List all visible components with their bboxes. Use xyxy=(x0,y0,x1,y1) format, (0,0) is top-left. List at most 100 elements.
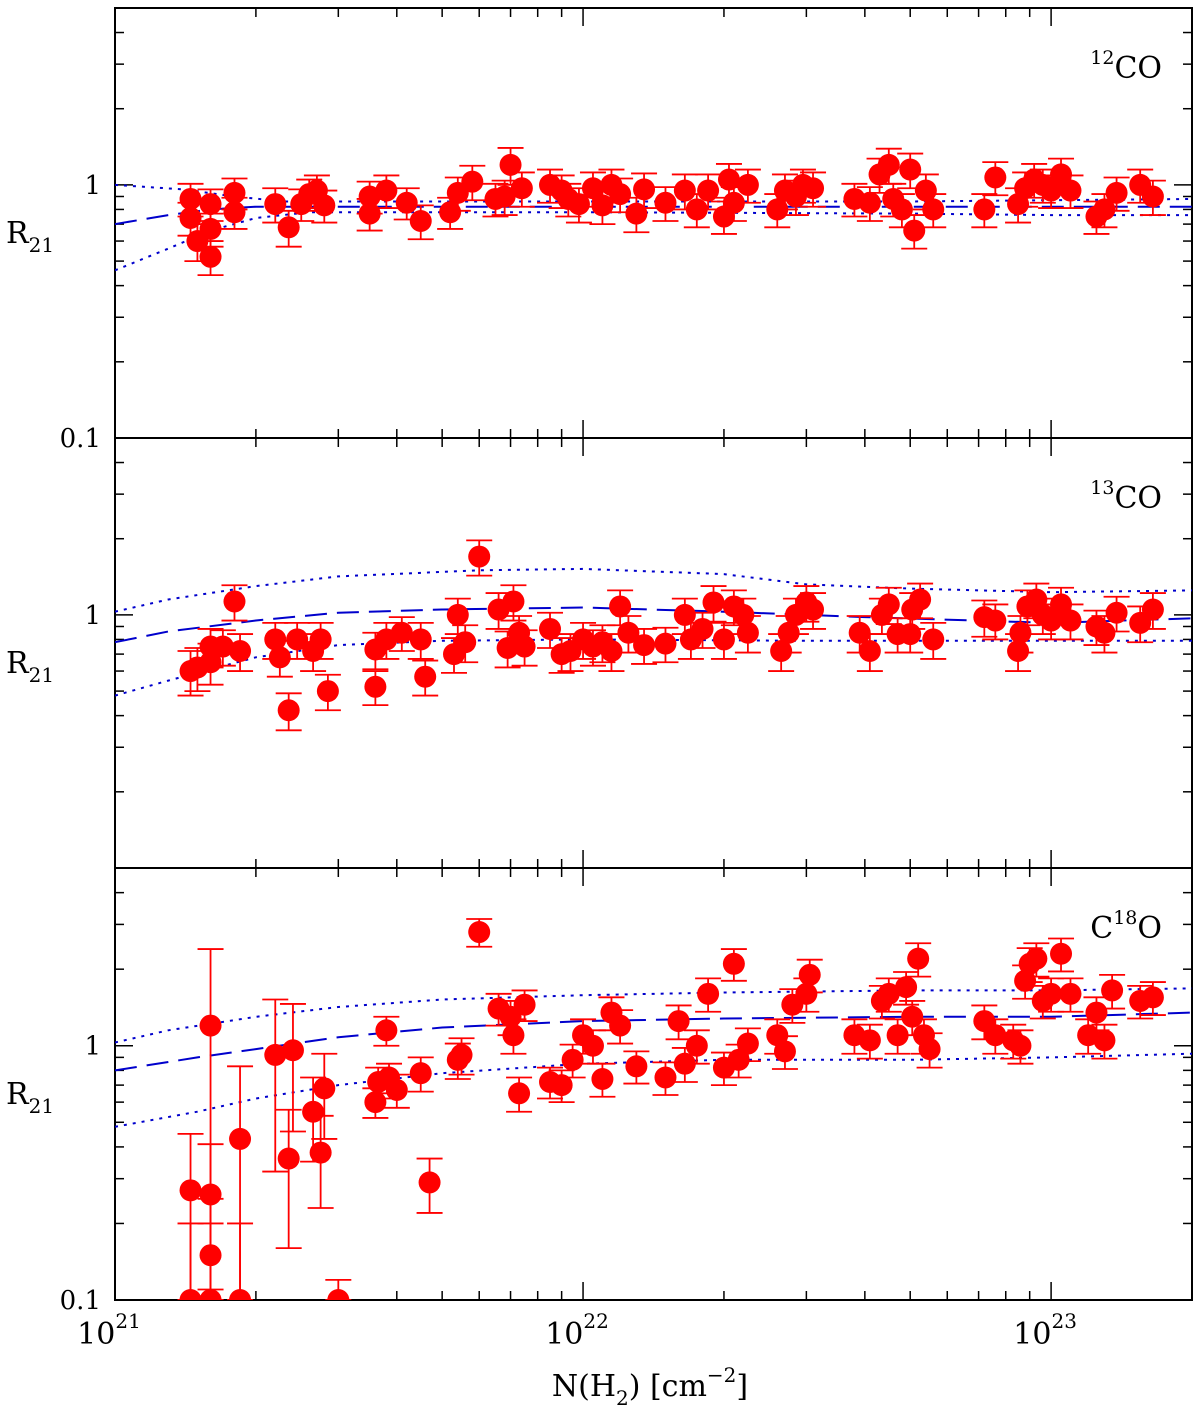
data-point-group xyxy=(884,1018,911,1055)
data-point xyxy=(229,1127,252,1150)
y-tick-label: 1 xyxy=(84,601,101,631)
x-tick-label: 1023 xyxy=(1013,1309,1077,1352)
data-point-group xyxy=(1091,1023,1118,1060)
data-point-group xyxy=(982,1018,1009,1055)
data-point-group xyxy=(982,603,1009,641)
data-point xyxy=(502,1024,525,1047)
panel-label: C18O xyxy=(1090,907,1162,946)
panel-13CO: 1 R21 13CO xyxy=(6,437,1193,869)
data-point-group xyxy=(373,174,400,209)
data-point-group xyxy=(500,584,527,622)
data-point xyxy=(600,640,623,663)
data-layer xyxy=(115,539,1192,732)
y-tick-label: 1 xyxy=(84,1032,101,1062)
data-point xyxy=(199,245,222,268)
data-point xyxy=(890,198,913,221)
data-point xyxy=(358,202,381,225)
data-point-group xyxy=(325,1278,352,1300)
data-point-group xyxy=(1139,981,1166,1016)
data-point xyxy=(1009,1034,1032,1057)
y-tick-label: 0.1 xyxy=(60,1286,101,1316)
data-point xyxy=(899,623,922,646)
data-point xyxy=(375,1019,398,1042)
data-layer xyxy=(115,918,1192,1300)
data-point-group xyxy=(491,179,518,216)
data-point xyxy=(1105,601,1128,624)
data-point xyxy=(264,628,287,651)
data-point-group xyxy=(227,1222,254,1300)
data-point xyxy=(229,1289,252,1300)
data-point-group xyxy=(734,615,761,654)
data-point xyxy=(877,593,900,616)
panel-12CO: 1 0.1 R21 12CO xyxy=(6,7,1193,454)
data-point xyxy=(609,595,632,618)
data-point-group xyxy=(734,168,761,204)
data-point-group xyxy=(262,187,289,224)
data-point xyxy=(1050,942,1073,965)
data-point xyxy=(654,191,677,214)
data-point-group xyxy=(683,1029,710,1065)
data-point xyxy=(390,621,413,644)
data-point xyxy=(199,193,222,216)
data-point xyxy=(712,628,735,651)
data-point xyxy=(179,1179,202,1202)
data-point-group xyxy=(1139,179,1166,216)
data-point xyxy=(327,1289,350,1300)
data-point xyxy=(654,632,677,655)
dotted-upper-curve xyxy=(115,987,1192,1044)
data-point xyxy=(777,621,800,644)
data-point-group xyxy=(416,1157,443,1214)
data-point-group xyxy=(875,977,902,1013)
data-point xyxy=(1059,982,1082,1005)
data-point xyxy=(770,640,793,663)
x-tick-label: 1021 xyxy=(77,1309,141,1352)
data-point xyxy=(1093,621,1116,644)
data-point xyxy=(722,952,745,975)
data-point-group xyxy=(905,942,932,978)
data-point xyxy=(795,982,818,1005)
data-point xyxy=(468,545,491,568)
data-point-group xyxy=(710,621,737,660)
data-point xyxy=(901,1005,924,1028)
data-point-group xyxy=(307,1114,334,1209)
data-point-group xyxy=(901,214,928,250)
data-point xyxy=(364,1091,387,1114)
data-point xyxy=(697,982,720,1005)
data-point xyxy=(609,183,632,206)
data-point xyxy=(895,976,918,999)
data-point-group xyxy=(665,1004,692,1041)
data-point xyxy=(1105,181,1128,204)
data-point xyxy=(736,1032,759,1055)
data-point xyxy=(414,665,437,688)
data-point xyxy=(199,1183,222,1206)
data-point xyxy=(984,1024,1007,1047)
data-point-group xyxy=(307,621,334,660)
data-point xyxy=(1025,947,1048,970)
data-point xyxy=(199,217,222,240)
data-point xyxy=(673,603,696,626)
data-point xyxy=(302,1100,325,1123)
data-point-group xyxy=(466,918,493,948)
data-point xyxy=(179,1289,202,1300)
data-point-group xyxy=(800,171,827,208)
data-point-group xyxy=(1057,174,1084,209)
data-point xyxy=(199,1289,222,1300)
data-point-group xyxy=(856,186,883,222)
data-point-group xyxy=(1139,592,1166,630)
data-point xyxy=(736,173,759,196)
data-point xyxy=(510,177,533,200)
data-point xyxy=(609,1014,632,1037)
data-point-group xyxy=(383,1073,410,1109)
data-point xyxy=(667,1010,690,1033)
data-point-group xyxy=(1057,603,1084,641)
data-point-group xyxy=(589,1062,616,1098)
data-point xyxy=(973,198,996,221)
data-point-group xyxy=(407,204,434,241)
data-point xyxy=(802,177,825,200)
data-point xyxy=(493,185,516,208)
data-point xyxy=(1085,1001,1108,1024)
data-point-group xyxy=(796,958,823,994)
data-point-group xyxy=(1091,193,1118,229)
data-point xyxy=(673,179,696,202)
